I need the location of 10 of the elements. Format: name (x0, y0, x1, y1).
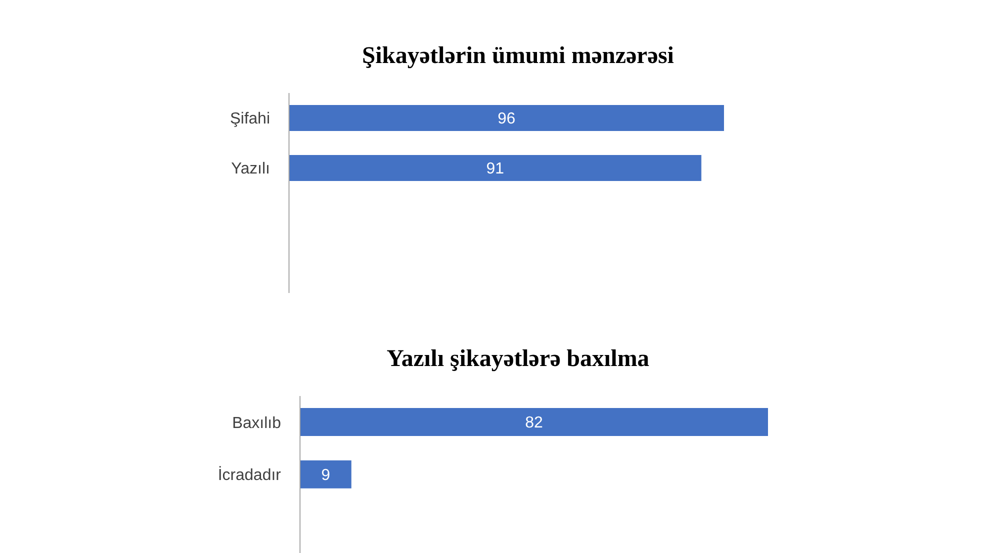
chart-title: Şikayətlərin ümumi mənzərəsi (362, 42, 674, 70)
y-tick-label: Şifahi (230, 110, 270, 128)
data-label: 96 (498, 110, 516, 128)
data-label: 91 (486, 160, 504, 178)
chart-title: Yazılı şikayətlərə baxılma (386, 345, 650, 373)
data-label: 9 (321, 467, 330, 484)
y-tick-label: İcradadır (218, 466, 282, 484)
y-tick-label: Yazılı (231, 160, 270, 178)
data-label: 82 (525, 414, 543, 432)
y-tick-label: Baxılıb (232, 414, 282, 432)
